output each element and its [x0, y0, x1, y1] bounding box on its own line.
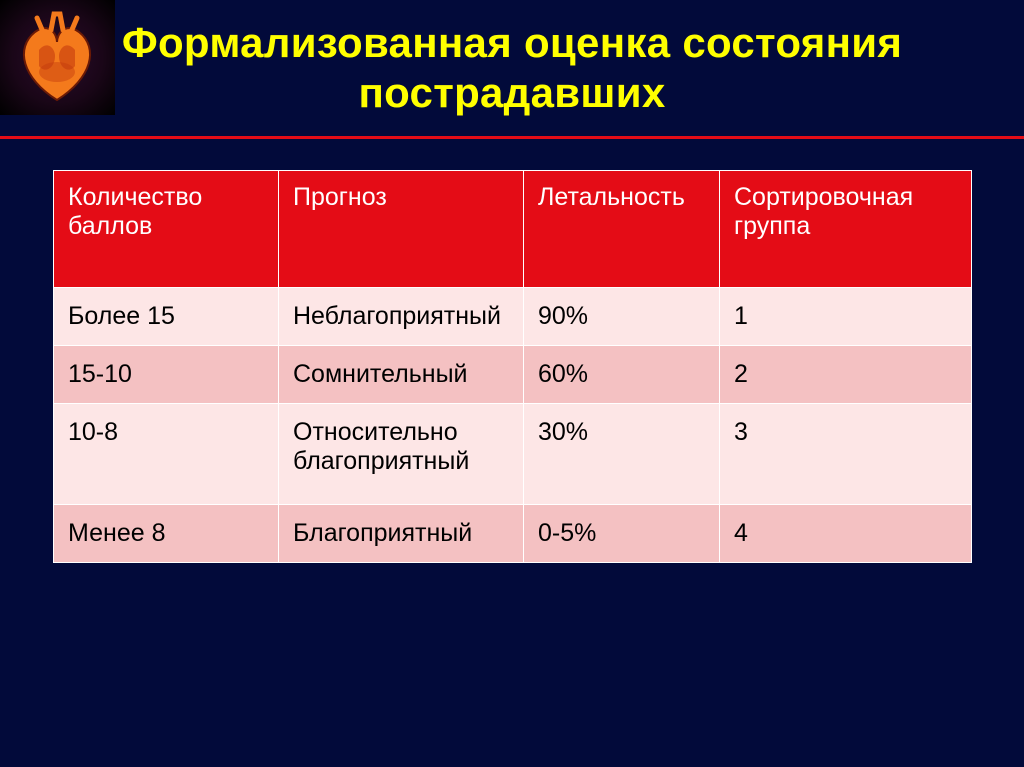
table-cell: Менее 8	[54, 505, 279, 563]
table-cell: Сомнительный	[279, 346, 524, 404]
assessment-table-wrap: Количество баллов Прогноз Летальность Со…	[53, 170, 971, 563]
table-cell: 0-5%	[524, 505, 720, 563]
table-cell: 4	[720, 505, 972, 563]
table-cell: 60%	[524, 346, 720, 404]
col-score: Количество баллов	[54, 171, 279, 288]
col-triage: Сортировочная группа	[720, 171, 972, 288]
table-cell: Благоприятный	[279, 505, 524, 563]
table-cell: 2	[720, 346, 972, 404]
col-lethality: Летальность	[524, 171, 720, 288]
table-header-row: Количество баллов Прогноз Летальность Со…	[54, 171, 972, 288]
table-cell: 3	[720, 404, 972, 505]
assessment-table: Количество баллов Прогноз Летальность Со…	[53, 170, 972, 563]
table-cell: Относительно благоприятный	[279, 404, 524, 505]
col-prognosis: Прогноз	[279, 171, 524, 288]
slide-title: Формализованная оценка состояния пострад…	[0, 18, 1024, 117]
table-cell: 1	[720, 288, 972, 346]
table-cell: 10-8	[54, 404, 279, 505]
table-cell: 15-10	[54, 346, 279, 404]
table-row: Более 15Неблагоприятный90%1	[54, 288, 972, 346]
title-text: Формализованная оценка состояния пострад…	[122, 19, 902, 116]
table-body: Более 15Неблагоприятный90%115-10Сомнител…	[54, 288, 972, 563]
table-row: Менее 8Благоприятный0-5%4	[54, 505, 972, 563]
table-cell: 90%	[524, 288, 720, 346]
table-row: 15-10Сомнительный60%2	[54, 346, 972, 404]
table-cell: Неблагоприятный	[279, 288, 524, 346]
table-row: 10-8Относительно благоприятный30%3	[54, 404, 972, 505]
table-cell: 30%	[524, 404, 720, 505]
title-divider	[0, 136, 1024, 139]
table-cell: Более 15	[54, 288, 279, 346]
